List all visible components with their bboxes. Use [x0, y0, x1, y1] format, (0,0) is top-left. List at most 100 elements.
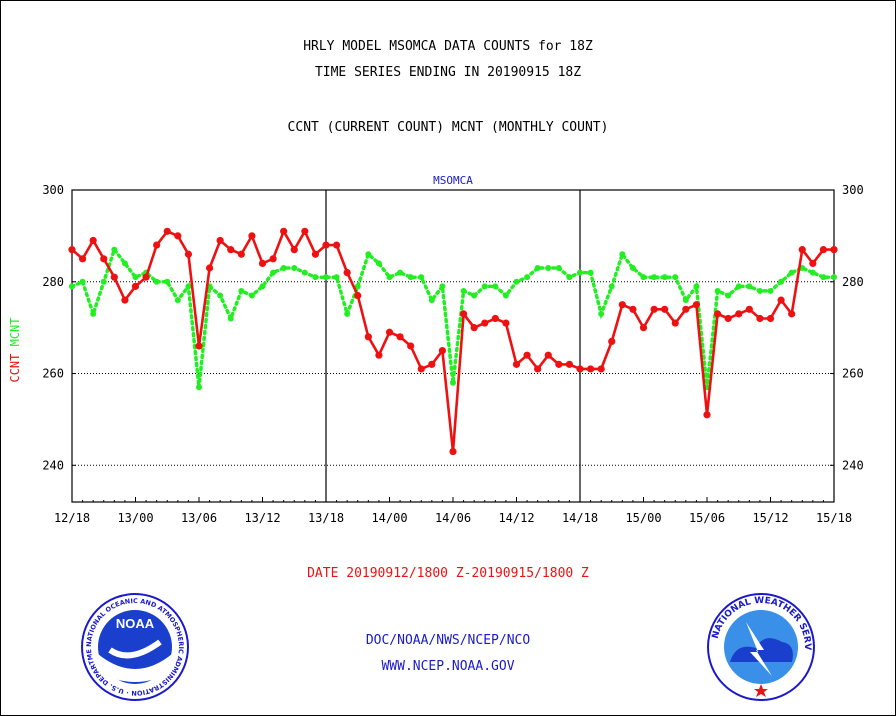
data-point-ccnt	[396, 333, 404, 341]
data-point-mcnt	[185, 283, 192, 290]
data-point-ccnt	[195, 342, 203, 350]
y-tick-label-left: 300	[42, 183, 64, 197]
data-point-mcnt	[217, 292, 224, 299]
data-point-mcnt	[323, 274, 329, 281]
data-point-ccnt	[788, 310, 796, 318]
plot-area-border	[71, 189, 835, 503]
data-point-ccnt	[470, 324, 478, 332]
data-point-ccnt	[332, 241, 341, 249]
date-range-label: DATE 20190912/1800 Z-20190915/1800 Z	[307, 566, 589, 581]
data-point-ccnt	[481, 319, 489, 327]
data-point-mcnt	[577, 269, 583, 276]
chart-title-line2: TIME SERIES ENDING IN 20190915 18Z	[314, 65, 582, 80]
x-tick-label: 13/12	[244, 511, 280, 525]
noaa-logo-text: NOAA	[116, 616, 155, 631]
organization-label: DOC/NOAA/NWS/NCEP/NCO	[365, 633, 531, 648]
data-point-ccnt	[280, 227, 288, 235]
x-tick-label: 15/06	[689, 511, 725, 525]
data-point-mcnt	[661, 274, 668, 281]
data-point-mcnt	[100, 278, 107, 285]
data-point-ccnt	[703, 411, 711, 419]
data-point-mcnt	[365, 251, 372, 258]
data-point-mcnt	[79, 278, 86, 285]
data-point-ccnt	[258, 259, 267, 268]
data-point-ccnt	[354, 291, 362, 300]
series-line-ccnt	[71, 228, 834, 452]
data-point-ccnt	[290, 246, 298, 254]
data-point-mcnt	[598, 310, 605, 317]
data-point-mcnt	[608, 283, 615, 290]
data-point-mcnt	[566, 274, 573, 281]
website-label: WWW.NCEP.NOAA.GOV	[381, 659, 515, 674]
data-point-ccnt	[68, 246, 76, 254]
x-tick-label: 14/06	[435, 511, 471, 525]
data-point-mcnt	[460, 287, 467, 294]
data-point-ccnt	[565, 360, 574, 368]
data-point-ccnt	[131, 282, 140, 290]
x-tick-label: 13/00	[117, 511, 153, 525]
data-point-ccnt	[100, 255, 108, 263]
data-point-ccnt	[311, 250, 320, 258]
data-point-ccnt	[745, 305, 753, 313]
data-point-ccnt	[459, 310, 468, 318]
data-point-ccnt	[502, 319, 510, 327]
data-point-mcnt	[746, 283, 753, 290]
nws-logo-icon: NATIONAL WEATHER SERVICE	[706, 592, 815, 701]
data-point-mcnt	[153, 278, 160, 285]
data-point-ccnt	[407, 342, 415, 350]
data-point-ccnt	[343, 268, 351, 277]
data-point-mcnt	[174, 297, 181, 304]
data-point-ccnt	[110, 273, 118, 281]
data-point-mcnt	[450, 379, 456, 386]
data-point-ccnt	[713, 310, 722, 318]
x-tick-label: 14/00	[371, 511, 407, 525]
series-line-mcnt	[70, 245, 836, 388]
data-point-mcnt	[439, 283, 446, 290]
data-point-mcnt	[227, 315, 234, 322]
data-point-mcnt	[111, 246, 118, 253]
data-point-mcnt	[672, 274, 679, 281]
data-point-mcnt	[270, 269, 277, 276]
data-point-mcnt	[121, 260, 128, 267]
data-point-ccnt	[650, 305, 658, 313]
data-point-mcnt	[640, 274, 647, 281]
data-point-ccnt	[205, 264, 214, 272]
x-tick-label: 13/06	[181, 511, 217, 525]
data-point-ccnt	[438, 346, 447, 355]
data-point-mcnt	[312, 274, 319, 281]
data-point-ccnt	[523, 351, 531, 359]
data-point-ccnt	[227, 246, 235, 254]
y-axis-label-ccnt: CCNT	[8, 346, 22, 382]
data-point-ccnt	[269, 255, 277, 263]
chart-title-line1: HRLY MODEL MSOMCA DATA COUNTS for 18Z	[303, 39, 593, 54]
data-point-ccnt	[597, 365, 605, 373]
data-point-mcnt	[809, 269, 816, 276]
data-point-mcnt	[545, 265, 552, 271]
y-tick-label-right: 260	[842, 367, 864, 381]
data-point-mcnt	[693, 283, 700, 290]
data-point-ccnt	[555, 360, 563, 368]
x-tick-label: 14/18	[562, 511, 598, 525]
data-point-mcnt	[831, 274, 837, 281]
data-point-ccnt	[385, 328, 394, 336]
data-point-ccnt	[766, 314, 775, 323]
data-point-mcnt	[196, 384, 202, 391]
data-point-ccnt	[671, 319, 679, 327]
data-point-ccnt	[512, 360, 521, 368]
data-point-mcnt	[555, 265, 562, 271]
data-point-mcnt	[714, 287, 721, 294]
data-point-mcnt	[132, 274, 139, 281]
data-point-mcnt	[301, 269, 308, 276]
data-point-mcnt	[629, 265, 636, 271]
data-point-mcnt	[735, 283, 742, 290]
data-point-mcnt	[238, 287, 245, 294]
x-tick-label: 12/18	[54, 511, 90, 525]
data-point-mcnt	[259, 283, 266, 290]
data-point-mcnt	[492, 283, 499, 290]
x-tick-label: 15/12	[752, 511, 788, 525]
data-point-mcnt	[481, 283, 488, 290]
data-point-ccnt	[174, 232, 182, 240]
data-point-mcnt	[778, 278, 785, 285]
data-point-ccnt	[576, 365, 584, 373]
